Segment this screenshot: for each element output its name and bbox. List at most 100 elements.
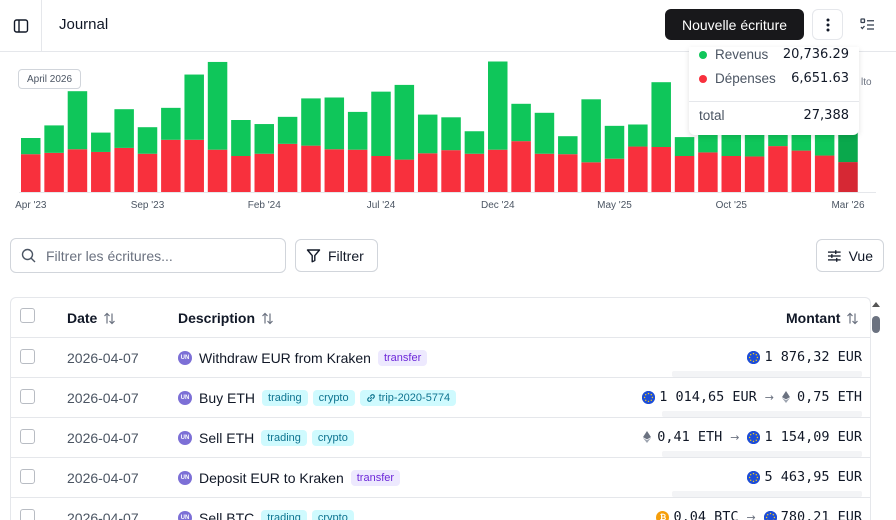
bar-depenses[interactable]: [768, 146, 788, 192]
bar-depenses[interactable]: [371, 156, 391, 192]
tag-crypto[interactable]: crypto: [311, 510, 354, 520]
bar-revenus[interactable]: [184, 74, 204, 140]
bar-revenus[interactable]: [44, 125, 64, 153]
table-row[interactable]: 2026-04-07 UN Withdraw EUR from Kraken tran…: [11, 338, 870, 378]
description-text[interactable]: Deposit EUR to Kraken: [199, 470, 344, 486]
description-text[interactable]: Sell ETH: [199, 430, 255, 446]
amount-column-header[interactable]: Montant: [786, 310, 859, 326]
bar-revenus[interactable]: [207, 61, 228, 150]
bar-revenus[interactable]: [21, 138, 41, 155]
bar-revenus[interactable]: [417, 114, 438, 154]
bar-depenses[interactable]: [44, 152, 64, 192]
bar-revenus[interactable]: [651, 82, 671, 147]
bar-revenus[interactable]: [394, 84, 415, 160]
scrollbar-thumb[interactable]: [872, 316, 880, 333]
bar-depenses[interactable]: [721, 156, 742, 192]
view-options-button[interactable]: Vue: [816, 239, 884, 272]
bar-depenses[interactable]: [581, 162, 601, 192]
bar-depenses[interactable]: [744, 156, 765, 192]
search-box[interactable]: [10, 238, 286, 273]
row-checkbox[interactable]: [20, 469, 35, 484]
description-text[interactable]: Buy ETH: [199, 390, 256, 406]
row-checkbox[interactable]: [20, 389, 35, 404]
bar-depenses[interactable]: [441, 150, 461, 192]
table-row[interactable]: 2026-04-07 UN Buy ETH trading crypto trip-202…: [11, 378, 870, 418]
description-text[interactable]: Sell BTC: [199, 510, 255, 520]
tag-crypto[interactable]: crypto: [312, 390, 355, 406]
bar-depenses[interactable]: [114, 147, 134, 192]
bar-revenus[interactable]: [91, 132, 111, 152]
new-entry-button[interactable]: Nouvelle écriture: [665, 9, 804, 40]
bar-depenses[interactable]: [67, 149, 88, 192]
bar-depenses[interactable]: [464, 153, 485, 192]
scroll-up-arrow[interactable]: [872, 302, 880, 307]
bar-depenses[interactable]: [698, 152, 718, 192]
search-input[interactable]: [46, 247, 266, 264]
bar-revenus[interactable]: [301, 98, 321, 146]
bar-revenus[interactable]: [231, 120, 251, 156]
bar-depenses[interactable]: [791, 150, 812, 192]
bar-revenus[interactable]: [488, 61, 508, 150]
bar-revenus[interactable]: [277, 116, 298, 144]
bar-depenses[interactable]: [231, 156, 251, 192]
tag-transfer[interactable]: transfer: [350, 470, 401, 486]
bar-depenses[interactable]: [301, 145, 321, 192]
filter-button[interactable]: Filtrer: [295, 239, 378, 272]
bar-depenses[interactable]: [488, 149, 508, 192]
table-row[interactable]: 2026-04-07 UN Deposit EUR to Kraken transfe…: [11, 458, 870, 498]
bar-revenus[interactable]: [67, 91, 88, 150]
tag-trading[interactable]: trading: [261, 430, 307, 446]
more-options-button[interactable]: [812, 9, 843, 40]
task-list-button[interactable]: [852, 9, 883, 40]
bar-revenus[interactable]: [558, 136, 578, 155]
bar-depenses[interactable]: [651, 147, 671, 192]
bar-depenses[interactable]: [137, 153, 158, 192]
row-checkbox[interactable]: [20, 349, 35, 364]
tag-transfer[interactable]: transfer: [377, 350, 428, 366]
bar-revenus[interactable]: [511, 103, 531, 142]
date-column-header[interactable]: Date: [67, 310, 116, 326]
bar-depenses[interactable]: [534, 153, 555, 192]
bar-revenus[interactable]: [628, 124, 648, 147]
tag-trip[interactable]: trip-2020-5774: [359, 390, 457, 406]
bar-revenus[interactable]: [324, 97, 345, 150]
bar-revenus[interactable]: [137, 127, 158, 154]
bar-revenus[interactable]: [114, 109, 134, 148]
bar-depenses[interactable]: [91, 151, 111, 192]
bar-revenus[interactable]: [441, 117, 461, 151]
bar-depenses[interactable]: [558, 154, 578, 192]
bar-depenses[interactable]: [161, 139, 181, 192]
bar-revenus[interactable]: [254, 124, 275, 154]
bar-depenses[interactable]: [628, 146, 648, 192]
bar-revenus[interactable]: [744, 131, 765, 157]
tag-trading[interactable]: trading: [262, 390, 308, 406]
row-checkbox[interactable]: [20, 509, 35, 520]
bar-depenses[interactable]: [254, 153, 275, 192]
bar-depenses[interactable]: [21, 154, 41, 192]
bar-revenus[interactable]: [581, 99, 601, 163]
bar-revenus[interactable]: [604, 125, 625, 159]
bar-depenses[interactable]: [674, 156, 695, 192]
row-checkbox[interactable]: [20, 429, 35, 444]
table-row[interactable]: 2026-04-07 UN Sell BTC trading crypto ₿ 0,04 B…: [11, 498, 870, 520]
bar-depenses[interactable]: [207, 149, 228, 192]
bar-depenses[interactable]: [838, 162, 858, 192]
bar-revenus[interactable]: [371, 91, 391, 156]
bar-revenus[interactable]: [534, 112, 555, 154]
description-text[interactable]: Withdraw EUR from Kraken: [199, 350, 371, 366]
tag-crypto[interactable]: crypto: [311, 430, 354, 446]
table-row[interactable]: 2026-04-07 UN Sell ETH trading crypto 0,41 ET…: [11, 418, 870, 458]
sidebar-toggle-button[interactable]: [0, 0, 42, 52]
bar-depenses[interactable]: [417, 153, 438, 192]
bar-depenses[interactable]: [394, 159, 415, 192]
bar-depenses[interactable]: [324, 149, 345, 192]
bar-depenses[interactable]: [184, 139, 204, 192]
bar-depenses[interactable]: [604, 158, 625, 192]
bar-depenses[interactable]: [511, 141, 531, 192]
bar-revenus[interactable]: [464, 131, 485, 154]
description-column-header[interactable]: Description: [178, 310, 274, 326]
bar-depenses[interactable]: [277, 143, 298, 192]
bar-revenus[interactable]: [161, 107, 181, 140]
select-all-checkbox[interactable]: [20, 308, 35, 323]
bar-revenus[interactable]: [347, 111, 368, 150]
